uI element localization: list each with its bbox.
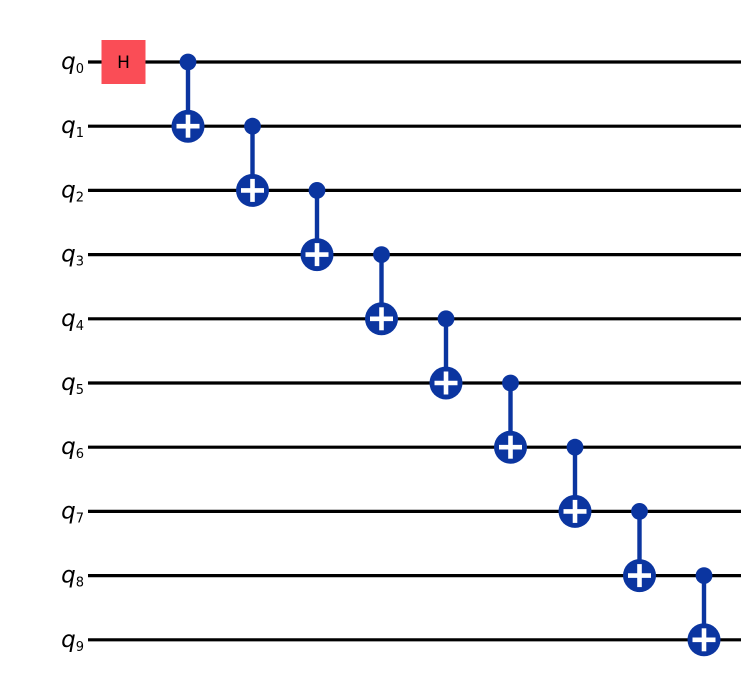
- qubit-label-subscript: 2: [76, 190, 84, 205]
- control-dot-icon: [244, 117, 261, 135]
- cx-gate-5-6: [494, 374, 527, 464]
- cx-gate-6-7: [558, 438, 592, 528]
- qubit-label-name: q: [61, 434, 76, 460]
- cx-gate-0-1: [171, 53, 205, 143]
- qubit-label-subscript: 0: [76, 62, 84, 77]
- qubit-label-subscript: 3: [76, 255, 84, 270]
- qubit-label-subscript: 5: [76, 383, 84, 398]
- qubit-label-subscript: 8: [76, 576, 84, 591]
- qubit-label-name: q: [61, 177, 76, 203]
- qubit-label-0: q0: [61, 49, 84, 77]
- control-dot-icon: [437, 310, 455, 328]
- qubit-label-name: q: [61, 49, 76, 75]
- qubit-label-subscript: 7: [76, 511, 84, 526]
- qubit-label-name: q: [61, 113, 76, 139]
- cx-gate-2-3: [300, 182, 334, 272]
- h-gate: [101, 40, 146, 84]
- qubit-label-name: q: [61, 242, 76, 268]
- qubit-label-subscript: 1: [76, 126, 84, 141]
- qubit-label-7: q7: [61, 498, 84, 526]
- qubit-label-subscript: 4: [76, 319, 84, 334]
- cx-gate-7-8: [623, 503, 656, 593]
- qubit-label-2: q2: [61, 177, 84, 205]
- qubit-label-name: q: [61, 627, 76, 653]
- cx-gate-4-5: [429, 310, 463, 400]
- control-dot-icon: [502, 374, 519, 392]
- qubit-label-4: q4: [61, 306, 84, 334]
- qubit-label-1: q1: [61, 113, 84, 141]
- qubit-label-name: q: [61, 563, 76, 589]
- control-dot-icon: [631, 503, 648, 520]
- qubit-label-subscript: 9: [76, 640, 84, 655]
- qubit-label-5: q5: [61, 370, 84, 398]
- cx-gate-1-2: [236, 117, 269, 207]
- qubit-label-subscript: 6: [76, 447, 84, 462]
- h-gate-label: H: [117, 53, 130, 73]
- qubit-label-name: q: [61, 370, 76, 396]
- control-dot-icon: [695, 567, 713, 584]
- cx-gate-3-4: [365, 246, 398, 336]
- qubit-label-3: q3: [61, 242, 84, 270]
- control-dot-icon: [308, 182, 326, 199]
- qubit-label-name: q: [61, 498, 76, 524]
- cx-gate-8-9: [687, 567, 721, 657]
- qubit-label-6: q6: [61, 434, 84, 462]
- control-dot-icon: [566, 438, 584, 456]
- qubit-label-9: q9: [61, 627, 84, 655]
- qubit-label-name: q: [61, 306, 76, 332]
- qubit-label-8: q8: [61, 563, 84, 591]
- control-dot-icon: [373, 246, 390, 263]
- control-dot-icon: [179, 53, 197, 71]
